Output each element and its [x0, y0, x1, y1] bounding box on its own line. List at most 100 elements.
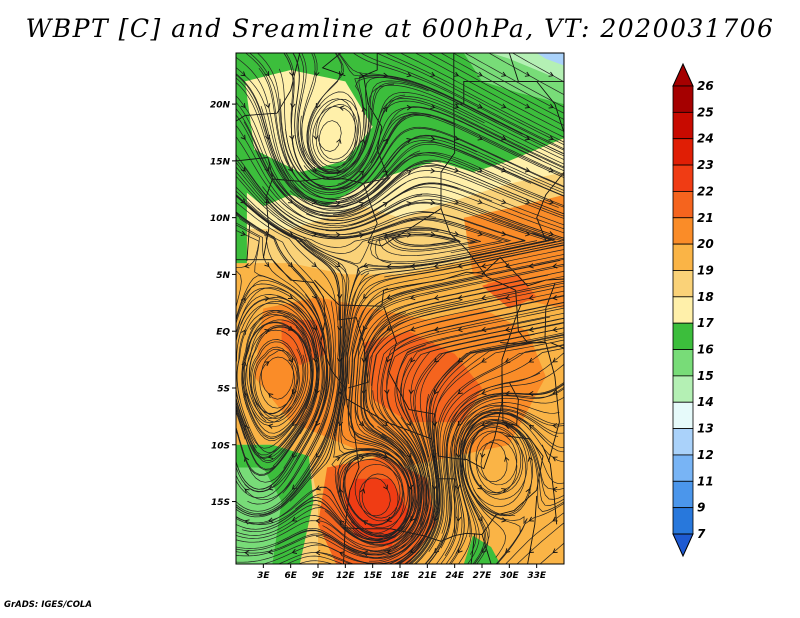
colorbar-label: 21: [697, 211, 714, 225]
streamline: [410, 336, 564, 564]
streamline-arrow: [477, 71, 483, 77]
streamline-arrow: [453, 135, 460, 141]
streamline: [402, 322, 564, 466]
colorbar-label: 23: [697, 158, 714, 172]
colorbar-label: 20: [697, 237, 714, 251]
streamline: [440, 383, 564, 564]
colorbar-swatch: [672, 480, 694, 509]
streamline: [450, 402, 560, 564]
streamline-arrow: [264, 71, 270, 77]
streamline: [363, 285, 564, 428]
colorbar-label: 14: [697, 395, 714, 409]
streamline-arrow: [313, 135, 319, 141]
streamline-arrow: [337, 488, 344, 494]
streamline: [236, 56, 421, 206]
streamline-arrow: [453, 231, 460, 237]
streamline: [361, 280, 564, 439]
colorbar-swatch: [672, 454, 694, 482]
streamline: [369, 301, 564, 562]
streamline-arrow: [528, 425, 534, 430]
streamline-arrow: [359, 488, 366, 494]
streamline-arrow: [406, 104, 412, 111]
wbpt-region-north-east-blue: [536, 53, 564, 66]
streamline-arrow: [528, 295, 534, 301]
streamline-arrow: [481, 263, 487, 269]
lon-tick-label: 9E: [312, 571, 325, 581]
streamline: [358, 263, 564, 341]
streamline-arrow: [481, 389, 487, 396]
streamline-arrow: [289, 71, 295, 77]
streamline: [496, 502, 564, 564]
streamline-arrow: [406, 72, 412, 78]
colorbar-label: 22: [697, 184, 714, 198]
streamline: [424, 363, 564, 564]
streamline-arrow: [552, 389, 558, 395]
colorbar-label: 11: [697, 474, 714, 488]
wbpt-region-west-edge-green: [236, 183, 247, 264]
streamline-arrow: [291, 548, 297, 554]
streamline-arrow: [408, 389, 414, 395]
streamline-arrow: [528, 516, 534, 522]
streamline: [460, 409, 559, 564]
colorbar-label: 18: [697, 290, 714, 304]
streamline: [268, 134, 564, 203]
streamline: [413, 327, 564, 458]
lon-tick-label: 12E: [336, 571, 356, 581]
streamline: [347, 254, 564, 385]
streamline-arrow: [481, 295, 487, 301]
streamline: [236, 114, 493, 221]
streamline-arrow: [267, 549, 274, 555]
streamline-arrow: [548, 103, 554, 109]
streamline-arrow: [264, 361, 270, 367]
streamline-arrow: [336, 294, 343, 300]
streamline: [441, 352, 564, 534]
streamline-arrow: [477, 199, 483, 205]
streamline: [301, 53, 400, 170]
streamline-arrow: [315, 102, 321, 109]
streamline-arrow: [481, 326, 487, 333]
longitude-axis: 3E 6E 9E 12E 15E 18E 21E 24E 27E 30E 33E: [257, 564, 547, 581]
streamline-arrow: [524, 199, 531, 205]
streamline: [444, 404, 564, 556]
streamline-arrow: [312, 357, 319, 363]
streamline-arrow: [335, 456, 341, 462]
streamline-arrow: [382, 453, 388, 459]
streamline-arrow: [552, 326, 558, 333]
streamline-arrow: [504, 295, 511, 301]
streamline-arrow: [501, 517, 507, 523]
streamline: [350, 265, 564, 478]
streamline: [236, 201, 339, 500]
streamline-arrow: [384, 389, 390, 395]
streamline: [371, 295, 564, 386]
border-line: [470, 533, 476, 564]
streamline: [345, 126, 564, 196]
streamline: [413, 344, 564, 564]
streamline: [457, 415, 564, 538]
streamline-arrow: [434, 389, 439, 395]
streamline-arrow: [524, 231, 531, 237]
streamline-arrow: [338, 71, 344, 77]
streamline-arrow: [457, 357, 463, 363]
lon-tick-label: 33E: [527, 571, 547, 581]
streamline-arrow: [314, 389, 320, 395]
border-line: [550, 342, 564, 349]
streamline: [352, 53, 564, 151]
streamline-arrow: [339, 551, 345, 557]
streamline-arrow: [504, 456, 510, 462]
streamline-arrow: [406, 138, 412, 144]
streamline-arrow: [524, 71, 531, 77]
border-line: [515, 290, 560, 462]
streamline: [403, 332, 564, 564]
streamline-arrow: [457, 326, 463, 333]
colorbar-swatch: [672, 428, 694, 456]
streamline-arrow: [288, 166, 294, 172]
border-line: [321, 53, 346, 77]
streamline-arrow: [359, 73, 365, 79]
streamline: [445, 409, 564, 564]
colorbar-swatch: [672, 322, 694, 350]
colorbar: 26 25 24 23 22 21 20 19 18 17 16 15 14 13 12 11 9 7: [672, 62, 714, 558]
streamline-arrow: [430, 103, 436, 110]
streamline-arrow: [501, 231, 507, 237]
streamline-arrow: [433, 263, 439, 269]
streamline: [415, 344, 564, 564]
